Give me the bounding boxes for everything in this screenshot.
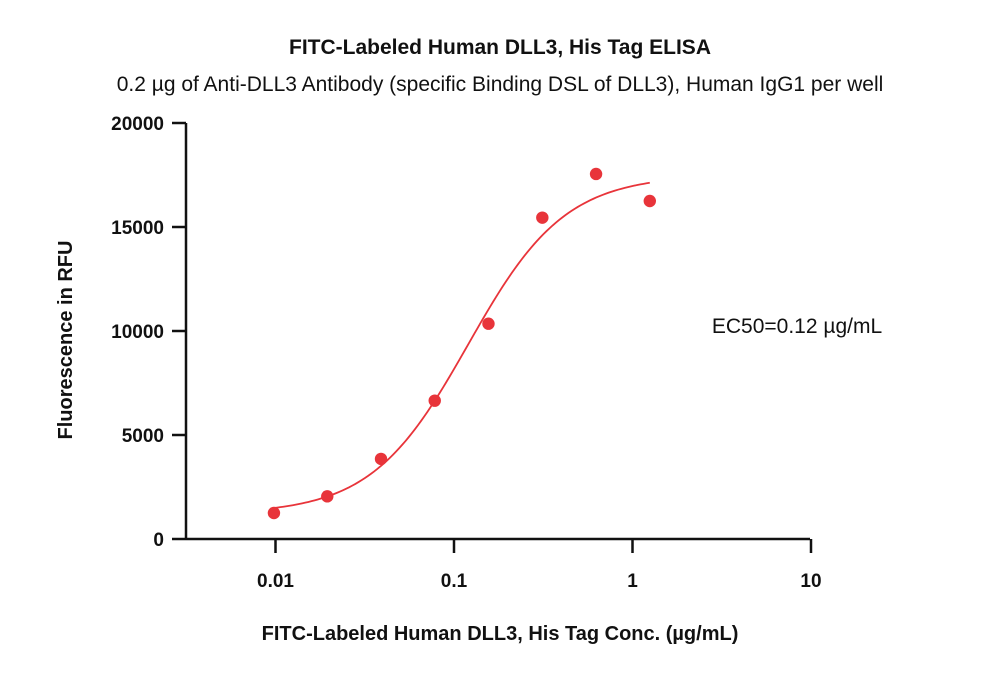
y-tick-label: 10000 [111,322,164,343]
chart-title: FITC-Labeled Human DLL3, His Tag ELISA [289,36,711,59]
data-points [267,167,656,520]
data-point [428,394,441,407]
y-axis-label: Fluorescence in RFU [55,241,77,440]
data-point [321,490,334,503]
y-axis: 0 5000 10000 15000 20000 [111,114,188,551]
data-point [267,506,281,520]
data-point [536,211,549,224]
ec50-annotation: EC50=0.12 µg/mL [712,315,882,338]
y-tick-label: 20000 [111,114,164,135]
x-tick-label: 0.01 [257,571,294,592]
x-axis: 0.01 0.1 1 10 [186,537,822,592]
fit-curve [273,181,650,509]
chart-subtitle: 0.2 µg of Anti-DLL3 Antibody (specific B… [117,73,884,96]
data-point [643,194,656,208]
y-tick-label: 5000 [122,426,164,447]
data-point [374,452,388,466]
x-tick-label: 1 [627,571,638,592]
x-tick-label: 10 [800,571,821,592]
y-tick-label: 15000 [111,218,164,239]
y-tick-label: 0 [153,530,164,551]
x-tick-label: 0.1 [441,571,468,592]
x-axis-label: FITC-Labeled Human DLL3, His Tag Conc. (… [262,623,739,645]
data-point [589,167,603,181]
data-point [482,317,495,330]
